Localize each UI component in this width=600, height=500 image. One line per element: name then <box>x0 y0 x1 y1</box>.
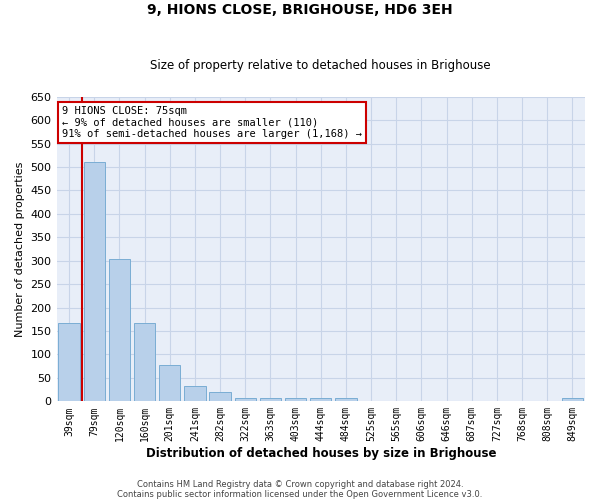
Bar <box>159 365 181 402</box>
Bar <box>285 398 307 402</box>
Bar <box>184 386 206 402</box>
Bar <box>83 162 105 402</box>
Bar <box>310 398 331 402</box>
Text: Contains HM Land Registry data © Crown copyright and database right 2024.
Contai: Contains HM Land Registry data © Crown c… <box>118 480 482 499</box>
Bar <box>209 392 231 402</box>
Bar <box>58 322 80 402</box>
Bar <box>260 398 281 402</box>
Bar <box>109 260 130 402</box>
Y-axis label: Number of detached properties: Number of detached properties <box>15 162 25 336</box>
Text: 9, HIONS CLOSE, BRIGHOUSE, HD6 3EH: 9, HIONS CLOSE, BRIGHOUSE, HD6 3EH <box>147 2 453 16</box>
X-axis label: Distribution of detached houses by size in Brighouse: Distribution of detached houses by size … <box>146 447 496 460</box>
Bar <box>134 322 155 402</box>
Bar <box>235 398 256 402</box>
Bar <box>335 398 356 402</box>
Title: Size of property relative to detached houses in Brighouse: Size of property relative to detached ho… <box>151 59 491 72</box>
Bar <box>562 398 583 402</box>
Text: 9 HIONS CLOSE: 75sqm
← 9% of detached houses are smaller (110)
91% of semi-detac: 9 HIONS CLOSE: 75sqm ← 9% of detached ho… <box>62 106 362 139</box>
